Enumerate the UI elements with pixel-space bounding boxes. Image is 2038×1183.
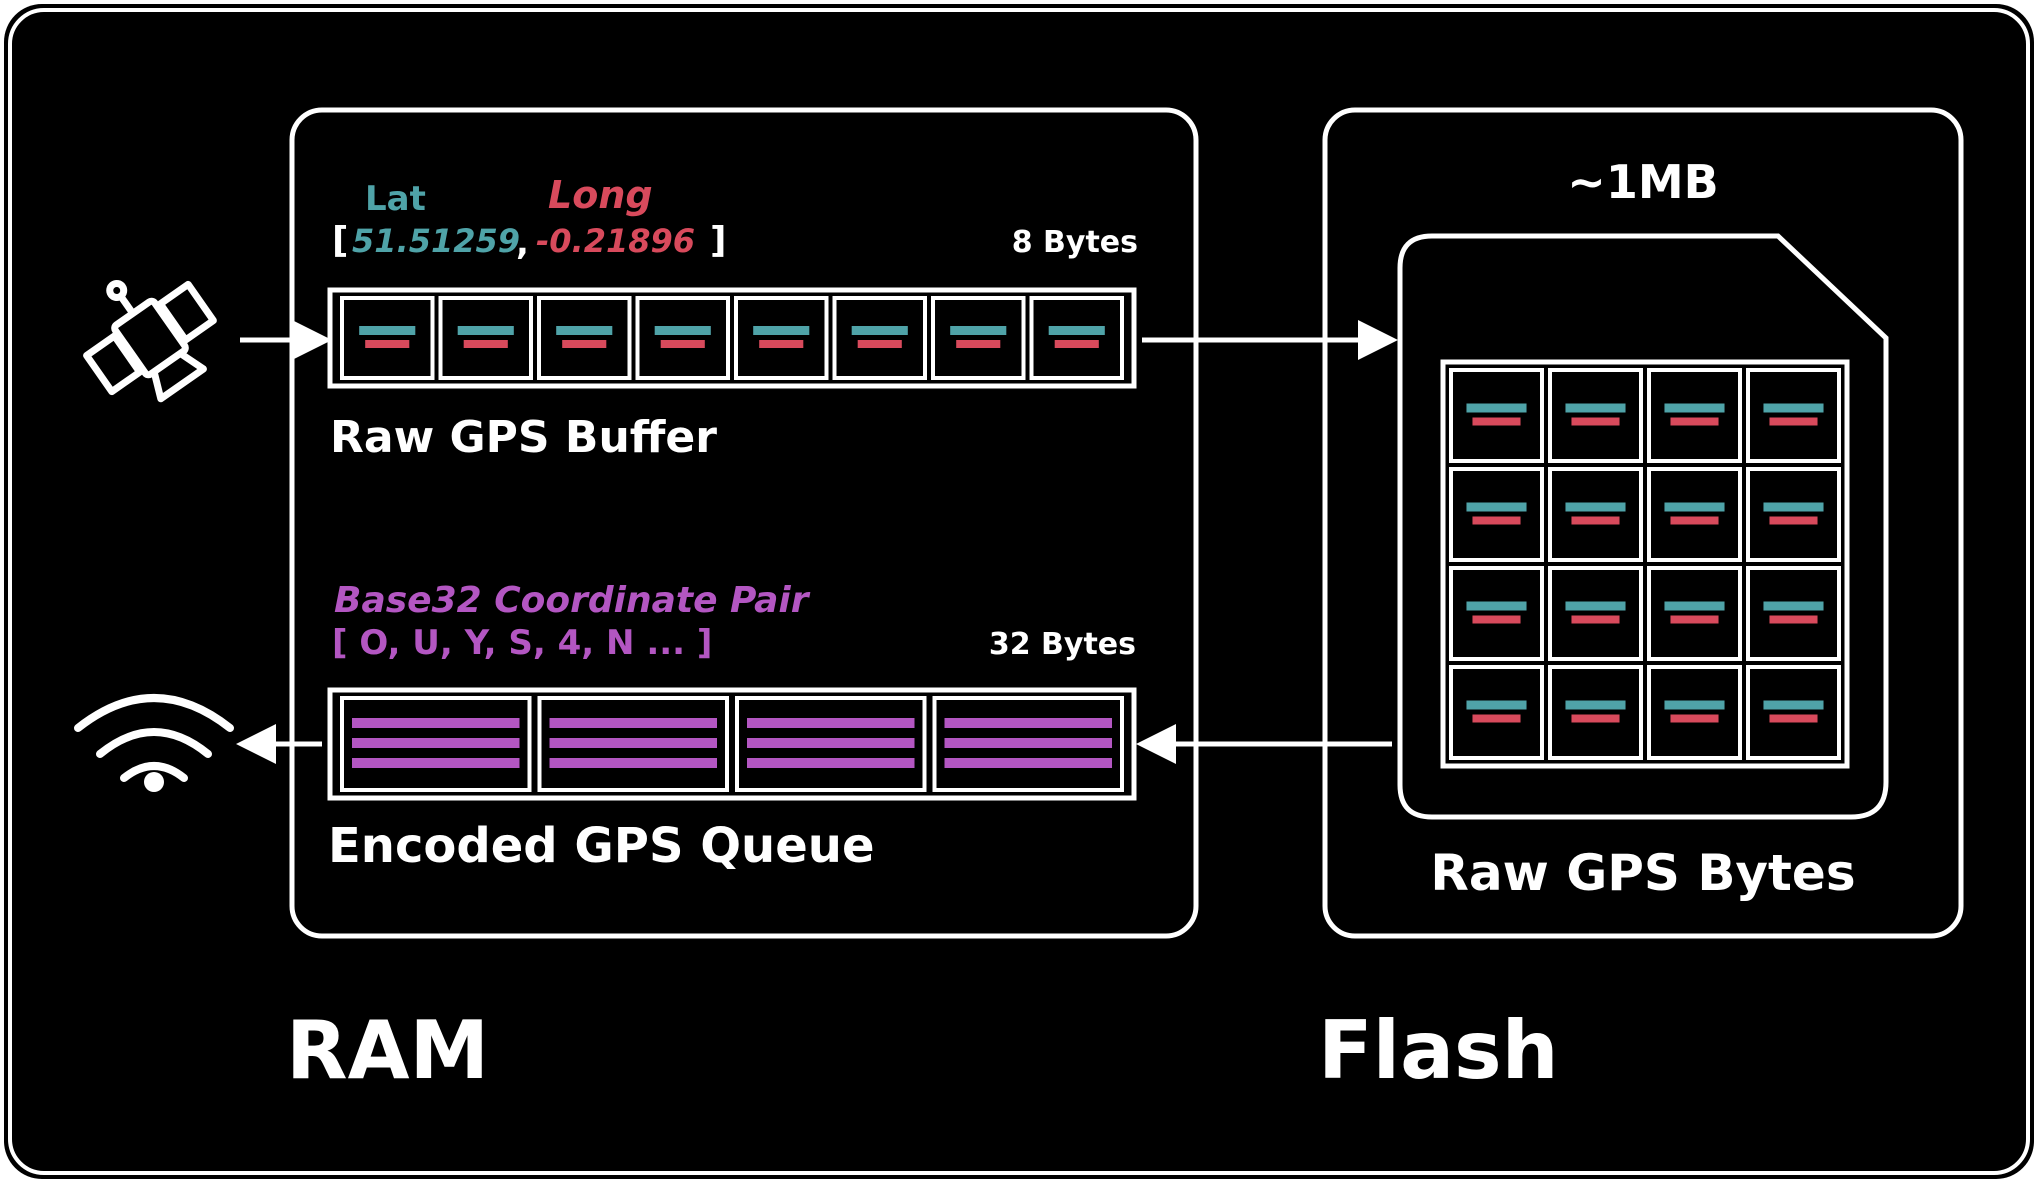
encoded-queue-label: Encoded GPS Queue [328, 818, 875, 874]
flash-cell-value [1466, 700, 1527, 723]
lat-label: Lat [365, 179, 426, 219]
raw-cell-value [556, 326, 613, 348]
raw-cell-value [851, 326, 908, 348]
long-value: -0.21896 [536, 222, 695, 260]
raw-cell-value [457, 326, 514, 348]
raw-cell-value [654, 326, 711, 348]
flash-capacity: ~1MB [1567, 155, 1718, 209]
encoded-queue-size: 32 Bytes [989, 627, 1136, 662]
flash-cell [1548, 665, 1643, 760]
diagram-frame [4, 4, 2034, 1179]
raw-buffer-cell [1029, 296, 1124, 380]
flash-cell-value [1466, 502, 1527, 525]
flash-grid [1440, 359, 1850, 769]
flash-cell-value [1466, 601, 1527, 624]
raw-buffer-size: 8 Bytes [1012, 225, 1138, 260]
ram-section-label: RAM [286, 1004, 489, 1097]
flash-cell [1746, 566, 1841, 661]
encoded-queue-cell [735, 696, 927, 792]
encoded-queue-cell [537, 696, 729, 792]
flash-grid-cells [1449, 368, 1841, 760]
flash-bytes-label: Raw GPS Bytes [1430, 844, 1855, 902]
encoded-cell-value [352, 718, 520, 768]
raw-buffer-cell [340, 296, 435, 380]
raw-buffer-label: Raw GPS Buffer [330, 412, 717, 463]
flash-cell-value [1664, 502, 1725, 525]
flash-cell [1746, 467, 1841, 562]
encoded-sequence: [ O, U, Y, S, 4, N ... ] [332, 623, 712, 663]
encoded-cell-value [747, 718, 915, 768]
flash-cell-value [1763, 403, 1824, 426]
wifi-icon [74, 694, 234, 792]
flash-cell-value [1466, 403, 1527, 426]
diagram-border [8, 8, 2030, 1175]
encoded-queue-cell [932, 696, 1124, 792]
encoded-gps-queue [327, 687, 1137, 801]
flash-cell-value [1763, 700, 1824, 723]
encoded-queue-cells [340, 696, 1124, 792]
raw-cell-value [753, 326, 810, 348]
flash-cell-value [1565, 601, 1626, 624]
lat-value: 51.51259 [352, 222, 520, 260]
flash-cell [1449, 566, 1544, 661]
raw-buffer-cell [931, 296, 1026, 380]
flash-cell [1548, 467, 1643, 562]
value-separator: , [516, 223, 529, 263]
encoded-queue-cell [340, 696, 532, 792]
flash-section-label: Flash [1318, 1004, 1559, 1097]
encoded-header-label: Base32 Coordinate Pair [334, 580, 811, 621]
flash-cell [1548, 368, 1643, 463]
flash-cell [1746, 665, 1841, 760]
flash-container [1322, 107, 1964, 939]
raw-buffer-cell [832, 296, 927, 380]
raw-buffer-cell [438, 296, 533, 380]
flash-cell [1647, 467, 1742, 562]
flash-cell [1647, 368, 1742, 463]
bracket-open: [ [332, 220, 348, 261]
flash-cell-value [1565, 700, 1626, 723]
flash-cell-value [1763, 601, 1824, 624]
encoded-cell-value [944, 718, 1112, 768]
raw-buffer-cell [635, 296, 730, 380]
flash-cell [1449, 368, 1544, 463]
flash-cell-value [1664, 700, 1725, 723]
flash-cell [1449, 665, 1544, 760]
raw-cell-value [950, 326, 1007, 348]
raw-buffer-cell [734, 296, 829, 380]
flash-cell-value [1565, 502, 1626, 525]
flash-cell [1449, 467, 1544, 562]
satellite-icon [83, 279, 217, 403]
flash-cell [1746, 368, 1841, 463]
raw-buffer-cell [537, 296, 632, 380]
flash-cell-value [1664, 403, 1725, 426]
raw-cell-value [359, 326, 416, 348]
flash-cell-value [1763, 502, 1824, 525]
flash-cell [1647, 665, 1742, 760]
flash-cell-value [1565, 403, 1626, 426]
flash-cell [1548, 566, 1643, 661]
long-label: Long [548, 173, 653, 217]
bracket-close: ] [710, 220, 726, 261]
raw-buffer-cells [340, 296, 1124, 380]
flash-cell-value [1664, 601, 1725, 624]
ram-container [289, 107, 1199, 939]
flash-cell [1647, 566, 1742, 661]
raw-cell-value [1048, 326, 1105, 348]
encoded-cell-value [549, 718, 717, 768]
sd-card-outline [1397, 233, 1889, 820]
